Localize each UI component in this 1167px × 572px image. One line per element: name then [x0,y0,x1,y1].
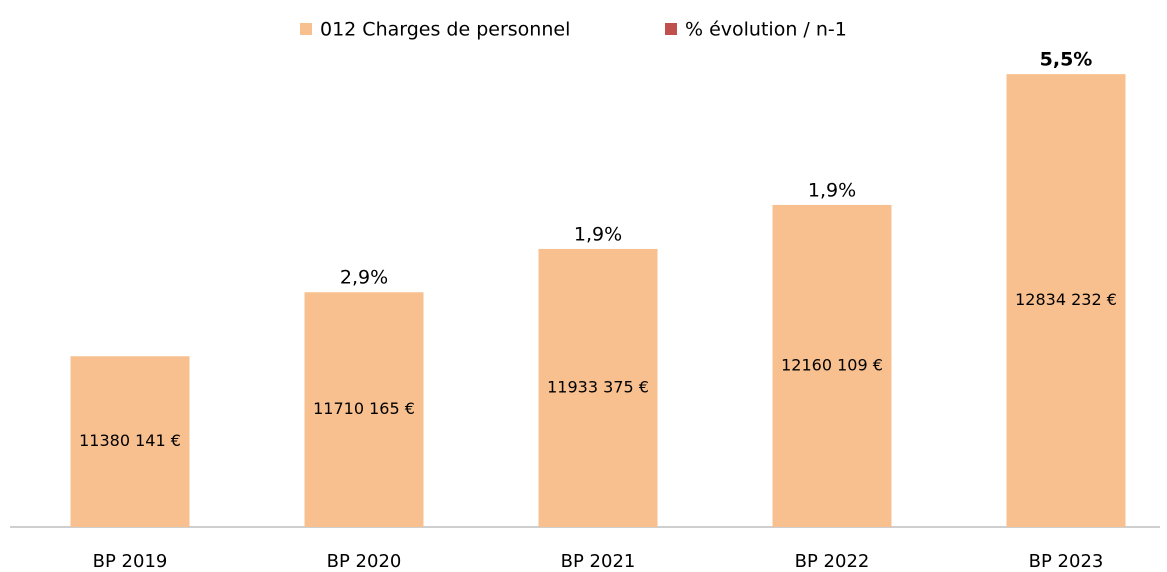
bar [1006,74,1126,527]
evolution-label: 5,5% [1040,49,1093,71]
bar-value-label: 11710 165 € [313,399,415,418]
x-tick-label: BP 2020 [327,551,402,572]
bar [538,248,658,528]
bar [70,356,190,527]
bar-value-label: 12160 109 € [781,355,883,374]
x-tick-label: BP 2021 [561,551,636,572]
legend-label: 012 Charges de personnel [320,19,570,41]
evolution-label: 2,9% [340,267,388,289]
evolution-label: 1,9% [808,179,856,201]
x-tick-label: BP 2023 [1029,551,1104,572]
x-tick-label: BP 2022 [795,551,870,572]
bar [304,292,424,527]
evolution-label: 1,9% [574,223,622,245]
legend-label: % évolution / n-1 [685,19,847,41]
legend-swatch [665,23,677,35]
bar-value-label: 11380 141 € [79,431,181,450]
legend-swatch [300,23,312,35]
bar-value-label: 12834 232 € [1015,290,1117,309]
bar [772,204,892,528]
bar-value-label: 11933 375 € [547,377,649,396]
x-tick-label: BP 2019 [93,551,168,572]
